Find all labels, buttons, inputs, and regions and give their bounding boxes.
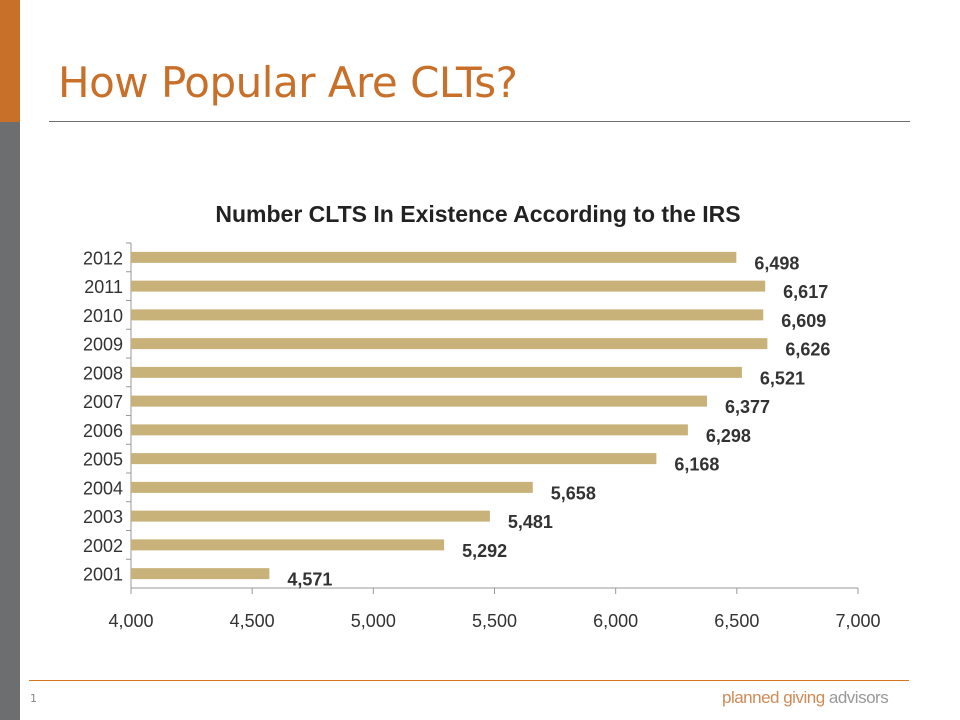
bar-2008 — [131, 366, 742, 378]
bar-2012 — [131, 251, 737, 263]
data-label-2002: 5,292 — [462, 541, 507, 561]
bar-2009 — [131, 338, 768, 350]
data-label-2007: 6,377 — [725, 397, 770, 417]
company-logo: planned giving advisors — [722, 688, 889, 707]
y-tick-label: 2001 — [83, 565, 123, 585]
y-tick-label: 2003 — [83, 507, 123, 527]
data-label-2012: 6,498 — [754, 253, 799, 273]
bar-2001 — [131, 568, 270, 580]
bar-2005 — [131, 453, 657, 465]
data-label-2005: 6,168 — [674, 455, 719, 475]
x-tick-label: 5,500 — [472, 611, 517, 631]
bar-2011 — [131, 280, 766, 292]
x-tick-label: 4,500 — [230, 611, 275, 631]
title-divider — [49, 121, 910, 122]
data-label-2004: 5,658 — [551, 483, 596, 503]
x-tick-label: 6,000 — [593, 611, 638, 631]
chart-title: Number CLTS In Existence According to th… — [215, 201, 740, 227]
y-tick-label: 2009 — [83, 335, 123, 355]
slide-title: How Popular Are CLTs? — [58, 58, 518, 107]
data-label-2001: 4,571 — [287, 570, 332, 590]
y-tick-label: 2006 — [83, 421, 123, 441]
x-tick-label: 7,000 — [835, 611, 880, 631]
x-tick-label: 4,000 — [108, 611, 153, 631]
bar-2004 — [131, 481, 533, 493]
bar-2006 — [131, 424, 688, 436]
page-number: 1 — [30, 692, 37, 705]
y-tick-label: 2004 — [83, 478, 123, 498]
y-tick-label: 2002 — [83, 536, 123, 556]
x-tick-label: 6,500 — [714, 611, 759, 631]
data-label-2011: 6,617 — [783, 282, 828, 302]
gray-sidebar — [0, 122, 20, 720]
data-label-2003: 5,481 — [508, 512, 553, 532]
data-label-2008: 6,521 — [760, 368, 805, 388]
bar-2002 — [131, 539, 445, 551]
y-tick-label: 2010 — [83, 306, 123, 326]
x-tick-label: 5,000 — [351, 611, 396, 631]
y-tick-label: 2007 — [83, 392, 123, 412]
accent-sidebar — [0, 0, 20, 122]
bar-2010 — [131, 309, 764, 321]
data-label-2009: 6,626 — [785, 340, 830, 360]
y-tick-label: 2005 — [83, 450, 123, 470]
data-label-2010: 6,609 — [781, 311, 826, 331]
y-tick-label: 2011 — [84, 277, 123, 297]
footer-divider — [29, 680, 909, 681]
bar-2007 — [131, 395, 708, 407]
bar-2003 — [131, 510, 490, 522]
y-tick-label: 2012 — [83, 248, 123, 268]
data-label-2006: 6,298 — [706, 426, 751, 446]
y-tick-label: 2008 — [83, 363, 123, 383]
